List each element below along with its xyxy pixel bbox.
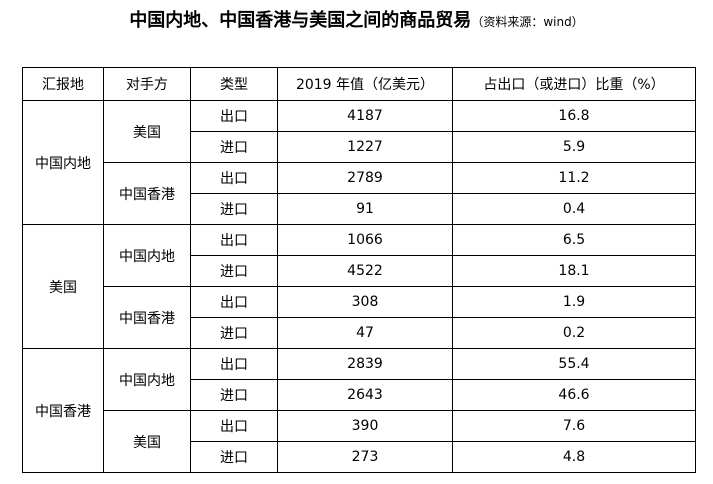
reporter-cell: 美国 xyxy=(22,224,104,349)
header-row: 汇报地 对手方 类型 2019 年值（亿美元） 占出口（或进口）比重（%） xyxy=(22,67,696,101)
reporter-cell: 中国香港 xyxy=(22,348,104,473)
share-cell: 4.8 xyxy=(452,441,696,473)
type-cell: 出口 xyxy=(190,410,278,442)
value-cell: 273 xyxy=(277,441,453,473)
value-cell: 47 xyxy=(277,317,453,349)
share-cell: 11.2 xyxy=(452,162,696,194)
type-cell: 进口 xyxy=(190,379,278,411)
type-cell: 进口 xyxy=(190,131,278,163)
title: 中国内地、中国香港与美国之间的商品贸易 xyxy=(129,10,472,31)
partner-cell: 中国香港 xyxy=(103,162,191,225)
share-cell: 5.9 xyxy=(452,131,696,163)
table-row: 中国香港 中国内地 出口 2839 55.4 xyxy=(22,348,696,473)
value-cell: 1227 xyxy=(277,131,453,163)
type-cell: 出口 xyxy=(190,348,278,380)
table-row: 中国香港 出口 308 1.9 xyxy=(23,286,696,349)
table-row: 中国香港 出口 2789 11.2 xyxy=(23,162,696,225)
value-cell: 308 xyxy=(277,286,453,318)
column-header: 汇报地 xyxy=(22,67,104,101)
type-cell: 出口 xyxy=(190,100,278,132)
value-cell: 91 xyxy=(277,193,453,225)
partner-cell: 美国 xyxy=(103,410,191,473)
table-row: 美国 中国内地 出口 1066 6.5 xyxy=(22,224,696,349)
value-cell: 2789 xyxy=(277,162,453,194)
type-cell: 进口 xyxy=(190,317,278,349)
type-cell: 进口 xyxy=(190,255,278,287)
partner-cell: 中国香港 xyxy=(103,286,191,349)
type-cell: 进口 xyxy=(190,441,278,473)
type-cell: 进口 xyxy=(190,193,278,225)
trade-table: 汇报地 对手方 类型 2019 年值（亿美元） 占出口（或进口）比重（%） 中国内地 美国出… xyxy=(22,67,696,473)
share-cell: 0.2 xyxy=(452,317,696,349)
value-cell: 2643 xyxy=(277,379,453,411)
value-cell: 390 xyxy=(277,410,453,442)
value-cell: 1066 xyxy=(277,224,453,256)
reporter-cell: 中国内地 xyxy=(22,100,104,225)
value-cell: 2839 xyxy=(277,348,453,380)
type-cell: 出口 xyxy=(190,224,278,256)
column-header: 2019 年值（亿美元） xyxy=(277,67,453,101)
share-cell: 7.6 xyxy=(452,410,696,442)
column-header: 类型 xyxy=(190,67,278,101)
share-cell: 18.1 xyxy=(452,255,696,287)
share-cell: 46.6 xyxy=(452,379,696,411)
title-block: 中国内地、中国香港与美国之间的商品贸易（资料来源：wind） xyxy=(0,6,713,32)
share-cell: 55.4 xyxy=(452,348,696,380)
table-row: 进口 47 0.2 xyxy=(23,317,696,349)
table-row: 进口 2643 46.6 xyxy=(23,379,696,411)
partner-cell: 美国 xyxy=(103,100,191,163)
table-row: 中国内地 美国 出口 4187 16.8 xyxy=(22,100,696,225)
type-cell: 出口 xyxy=(190,162,278,194)
type-cell: 出口 xyxy=(190,286,278,318)
table-row: 美国 出口 390 7.6 xyxy=(23,410,696,473)
share-cell: 6.5 xyxy=(452,224,696,256)
value-cell: 4522 xyxy=(277,255,453,287)
partner-cell: 中国内地 xyxy=(103,348,191,411)
share-cell: 0.4 xyxy=(452,193,696,225)
table-row: 进口 273 4.8 xyxy=(23,441,696,473)
share-cell: 16.8 xyxy=(452,100,696,132)
value-cell: 4187 xyxy=(277,100,453,132)
table-row: 进口 91 0.4 xyxy=(23,193,696,225)
table-body: 中国内地 美国 出口 4187 16.8 进口 1227 5.9 中国香港 出口 2789 11.2 进… xyxy=(22,100,696,473)
source-note: （资料来源：wind） xyxy=(471,15,584,29)
table-row: 进口 4522 18.1 xyxy=(23,255,696,287)
column-header: 占出口（或进口）比重（%） xyxy=(452,67,696,101)
column-header: 对手方 xyxy=(103,67,191,101)
share-cell: 1.9 xyxy=(452,286,696,318)
partner-cell: 中国内地 xyxy=(103,224,191,287)
